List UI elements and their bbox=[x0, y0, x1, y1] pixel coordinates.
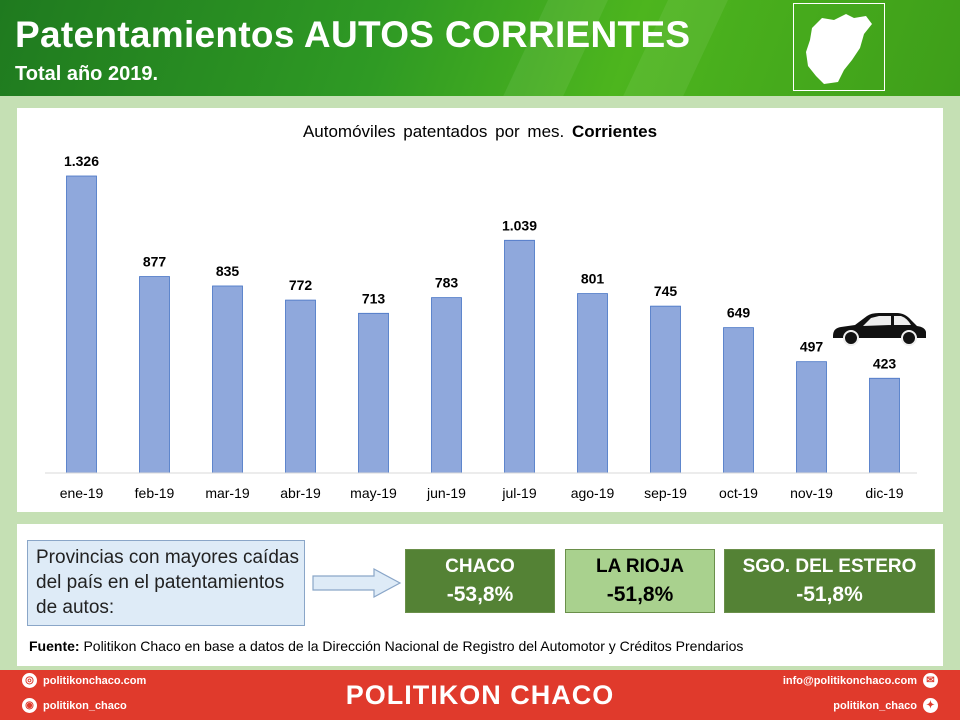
footer-brand: POLITIKON CHACO bbox=[345, 680, 615, 710]
x-tick-label-ene-19: ene-19 bbox=[60, 485, 104, 501]
footer-twitter-text: politikon_chaco bbox=[833, 699, 917, 712]
province-card-sgo-del-estero: SGO. DEL ESTERO -51,8% bbox=[724, 549, 935, 613]
bar-jul-19 bbox=[504, 239, 535, 474]
data-label-feb-19: 877 bbox=[143, 254, 167, 270]
bar-nov-19 bbox=[796, 361, 827, 474]
page-title: Patentamientos AUTOS CORRIENTES bbox=[15, 14, 691, 55]
bar-oct-19 bbox=[723, 327, 754, 474]
source-note: Fuente: Politikon Chaco en base a datos … bbox=[29, 638, 743, 654]
footer-instagram-text: politikon_chaco bbox=[43, 699, 127, 712]
data-label-may-19: 713 bbox=[362, 290, 386, 306]
footer-instagram[interactable]: ◉ politikon_chaco bbox=[22, 698, 127, 713]
data-label-dic-19: 423 bbox=[873, 355, 897, 371]
data-label-abr-19: 772 bbox=[289, 277, 313, 293]
data-label-ene-19: 1.326 bbox=[64, 153, 99, 169]
province-percent: -51,8% bbox=[796, 583, 863, 606]
arrow-right-icon bbox=[312, 568, 402, 598]
chart-title-text: Automóviles patentados por mes. bbox=[302, 122, 565, 141]
source-label: Fuente: bbox=[29, 638, 80, 654]
info-panel: Provincias con mayores caídas del país e… bbox=[17, 524, 943, 666]
header-banner: Patentamientos AUTOS CORRIENTES Total añ… bbox=[0, 0, 960, 96]
province-card-la-rioja: LA RIOJA -51,8% bbox=[565, 549, 715, 613]
bar-ago-19 bbox=[577, 293, 608, 474]
bar-may-19 bbox=[358, 312, 389, 474]
footer-email[interactable]: info@politikonchaco.com ✉ bbox=[783, 673, 938, 688]
x-tick-label-nov-19: nov-19 bbox=[790, 485, 833, 501]
bar-chart: 1.326 ene-19 877 feb-19 835 mar-19 772 abr-19 71… bbox=[45, 153, 926, 501]
x-tick-label-jul-19: jul-19 bbox=[501, 485, 536, 501]
data-label-nov-19: 497 bbox=[800, 339, 824, 355]
x-tick-label-sep-19: sep-19 bbox=[644, 485, 687, 501]
footer-website[interactable]: ◎ politikonchaco.com bbox=[22, 673, 146, 688]
data-label-jun-19: 783 bbox=[435, 275, 459, 291]
bar-jun-19 bbox=[431, 297, 462, 474]
data-label-oct-19: 649 bbox=[727, 305, 751, 321]
chart-title-bold: Corrientes bbox=[572, 122, 658, 141]
province-card-chaco: CHACO -53,8% bbox=[405, 549, 555, 613]
x-tick-label-ago-19: ago-19 bbox=[571, 485, 615, 501]
x-tick-label-jun-19: jun-19 bbox=[426, 485, 466, 501]
bar-mar-19 bbox=[212, 285, 243, 474]
chart-title: Automóviles patentados por mes. Corrient… bbox=[17, 122, 943, 142]
bar-dic-19 bbox=[869, 377, 900, 474]
twitter-icon: ✦ bbox=[923, 698, 938, 713]
bar-feb-19 bbox=[139, 276, 170, 474]
footer-website-text: politikonchaco.com bbox=[43, 674, 147, 687]
bar-ene-19 bbox=[66, 175, 97, 474]
province-map-icon bbox=[793, 3, 885, 91]
page-subtitle: Total año 2019. bbox=[15, 63, 159, 85]
x-tick-label-abr-19: abr-19 bbox=[280, 485, 321, 501]
source-text: Politikon Chaco en base a datos de la Di… bbox=[79, 638, 744, 654]
instagram-icon: ◉ bbox=[22, 698, 37, 713]
data-label-sep-19: 745 bbox=[654, 283, 678, 299]
footer-twitter[interactable]: politikon_chaco ✦ bbox=[833, 698, 938, 713]
bar-sep-19 bbox=[650, 305, 681, 474]
mail-icon: ✉ bbox=[923, 673, 938, 688]
globe-icon: ◎ bbox=[22, 673, 37, 688]
province-percent: -53,8% bbox=[446, 583, 514, 606]
x-tick-label-feb-19: feb-19 bbox=[135, 485, 175, 501]
x-tick-label-oct-19: oct-19 bbox=[719, 485, 758, 501]
province-percent: -51,8% bbox=[606, 583, 674, 606]
province-name: SGO. DEL ESTERO bbox=[742, 556, 917, 577]
x-tick-label-may-19: may-19 bbox=[350, 485, 397, 501]
x-tick-label-dic-19: dic-19 bbox=[865, 485, 903, 501]
bar-abr-19 bbox=[285, 299, 316, 474]
data-label-mar-19: 835 bbox=[216, 263, 240, 279]
chart-panel: Automóviles patentados por mes. Corrient… bbox=[17, 108, 943, 512]
data-label-ago-19: 801 bbox=[581, 271, 605, 287]
footer-email-text: info@politikonchaco.com bbox=[782, 674, 917, 687]
x-tick-label-mar-19: mar-19 bbox=[205, 485, 250, 501]
callout-box: Provincias con mayores caídas del país e… bbox=[27, 540, 305, 626]
province-name: LA RIOJA bbox=[596, 556, 684, 577]
footer-bar: ◎ politikonchaco.com ◉ politikon_chaco P… bbox=[0, 670, 960, 720]
data-label-jul-19: 1.039 bbox=[502, 217, 537, 233]
car-icon bbox=[833, 313, 926, 346]
province-name: CHACO bbox=[445, 556, 515, 577]
